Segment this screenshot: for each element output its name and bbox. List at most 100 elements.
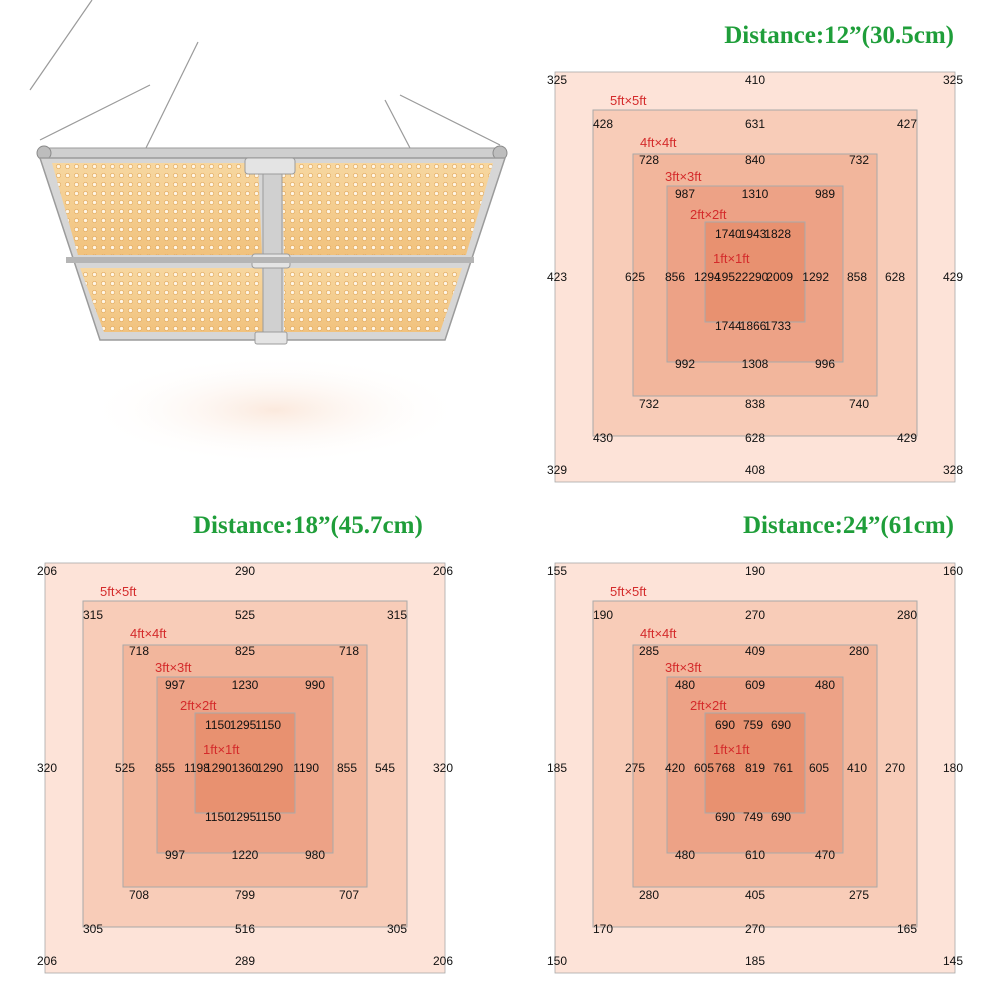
ppfd-value: 190 <box>745 564 765 578</box>
ppfd-grid: 5ft×5ft 155 190 160 185 180 150 185 145 4ft×4ft 19… <box>547 562 963 974</box>
ppfd-value: 840 <box>745 153 765 167</box>
ppfd-value: 206 <box>433 954 453 968</box>
ppfd-value: 423 <box>547 270 567 284</box>
ppfd-value: 1292 <box>802 270 829 284</box>
ppfd-value: 170 <box>593 922 613 936</box>
coverage-area-label: 1ft×1ft <box>713 251 750 266</box>
ppfd-value: 427 <box>897 117 917 131</box>
ppfd-value: 631 <box>745 117 765 131</box>
led-grow-light-image <box>29 0 508 465</box>
ppfd-value: 150 <box>547 954 567 968</box>
ppfd-value: 160 <box>943 564 963 578</box>
ppfd-value: 1294 <box>694 270 721 284</box>
ppfd-value: 997 <box>165 678 185 692</box>
ppfd-value: 480 <box>675 678 695 692</box>
ppfd-value: 690 <box>771 718 791 732</box>
ppfd-value: 480 <box>815 678 835 692</box>
coverage-area-label: 2ft×2ft <box>690 207 727 222</box>
ppfd-value: 1866 <box>740 319 767 333</box>
ppfd-value: 761 <box>773 761 793 775</box>
ppfd-value: 759 <box>743 718 763 732</box>
ppfd-value: 315 <box>83 608 103 622</box>
coverage-area-1ft <box>704 712 806 814</box>
ppfd-value: 718 <box>339 644 359 658</box>
coverage-area-label: 5ft×5ft <box>100 584 137 599</box>
ppfd-value: 858 <box>847 270 867 284</box>
coverage-area-label: 2ft×2ft <box>690 698 727 713</box>
ppfd-value: 855 <box>337 761 357 775</box>
panel-title-24in: Distance:24”(61cm) <box>742 512 954 539</box>
ppfd-grid: 5ft×5ft 206 290 206 320 320 206 289 206 4ft×4ft 31… <box>37 562 453 974</box>
ppfd-value: 989 <box>815 187 835 201</box>
ppfd-value: 280 <box>849 644 869 658</box>
ppfd-value: 430 <box>593 431 613 445</box>
ppfd-value: 470 <box>815 848 835 862</box>
coverage-area-label: 1ft×1ft <box>713 742 750 757</box>
ppfd-value: 289 <box>235 954 255 968</box>
ppfd-value: 2009 <box>766 270 793 284</box>
ppfd-value: 1310 <box>742 187 769 201</box>
ppfd-value: 987 <box>675 187 695 201</box>
ppfd-value: 429 <box>943 270 963 284</box>
ppfd-value: 690 <box>715 718 735 732</box>
ppfd-value: 690 <box>715 810 735 824</box>
ppfd-value: 1295 <box>230 718 257 732</box>
ppfd-value: 155 <box>547 564 567 578</box>
coverage-area-label: 3ft×3ft <box>665 660 702 675</box>
ppfd-value: 270 <box>745 922 765 936</box>
ppfd-value: 609 <box>745 678 765 692</box>
ppfd-value: 305 <box>83 922 103 936</box>
ppfd-value: 1198 <box>184 761 210 775</box>
ppfd-value: 328 <box>943 463 963 477</box>
ppfd-value: 997 <box>165 848 185 862</box>
ppfd-value: 206 <box>433 564 453 578</box>
ppfd-value: 1952 <box>715 270 742 284</box>
ppfd-value: 428 <box>593 117 613 131</box>
ppfd-value: 410 <box>745 73 765 87</box>
ppfd-value: 420 <box>665 761 685 775</box>
ppfd-value: 625 <box>625 270 645 284</box>
ppfd-value: 185 <box>745 954 765 968</box>
ppfd-value: 996 <box>815 357 835 371</box>
ppfd-panel-12in: 5ft×5ft 325 410 325 423 429 329 408 328 4ft×4ft 42… <box>547 71 963 483</box>
ppfd-value: 1295 <box>230 810 257 824</box>
ppfd-value: 980 <box>305 848 325 862</box>
ppfd-value: 290 <box>235 564 255 578</box>
ppfd-value: 206 <box>37 564 57 578</box>
ppfd-value: 1744 <box>715 319 742 333</box>
coverage-area-label: 5ft×5ft <box>610 93 647 108</box>
ppfd-value: 768 <box>715 761 735 775</box>
ppfd-value: 605 <box>694 761 714 775</box>
ppfd-value: 1290 <box>256 761 283 775</box>
ppfd-value: 1740 <box>715 227 742 241</box>
ppfd-value: 280 <box>897 608 917 622</box>
coverage-area-1ft <box>194 712 296 814</box>
ppfd-value: 525 <box>115 761 135 775</box>
ppfd-value: 1150 <box>205 718 231 732</box>
coverage-area-label: 4ft×4ft <box>130 626 167 641</box>
ppfd-value: 1150 <box>255 810 281 824</box>
ppfd-value: 206 <box>37 954 57 968</box>
ppfd-value: 480 <box>675 848 695 862</box>
ppfd-value: 525 <box>235 608 255 622</box>
ppfd-center-value: 819 <box>745 761 765 775</box>
ppfd-value: 145 <box>943 954 963 968</box>
ppfd-value: 1150 <box>255 718 281 732</box>
ppfd-value: 825 <box>235 644 255 658</box>
ppfd-value: 732 <box>639 397 659 411</box>
ppfd-value: 280 <box>639 888 659 902</box>
ppfd-value: 605 <box>809 761 829 775</box>
ppfd-value: 992 <box>675 357 695 371</box>
ppfd-value: 1220 <box>232 848 259 862</box>
panel-title-12in: Distance:12”(30.5cm) <box>724 22 954 49</box>
ppfd-value: 740 <box>849 397 869 411</box>
ppfd-value: 275 <box>625 761 645 775</box>
ppfd-value: 1943 <box>740 227 767 241</box>
ppfd-value: 325 <box>547 73 567 87</box>
panel-title-18in: Distance:18”(45.7cm) <box>193 512 423 539</box>
ppfd-value: 1828 <box>764 227 791 241</box>
ppfd-center-value: 1360 <box>232 761 259 775</box>
ppfd-value: 270 <box>885 761 905 775</box>
ppfd-value: 628 <box>885 270 905 284</box>
ppfd-value: 285 <box>639 644 659 658</box>
